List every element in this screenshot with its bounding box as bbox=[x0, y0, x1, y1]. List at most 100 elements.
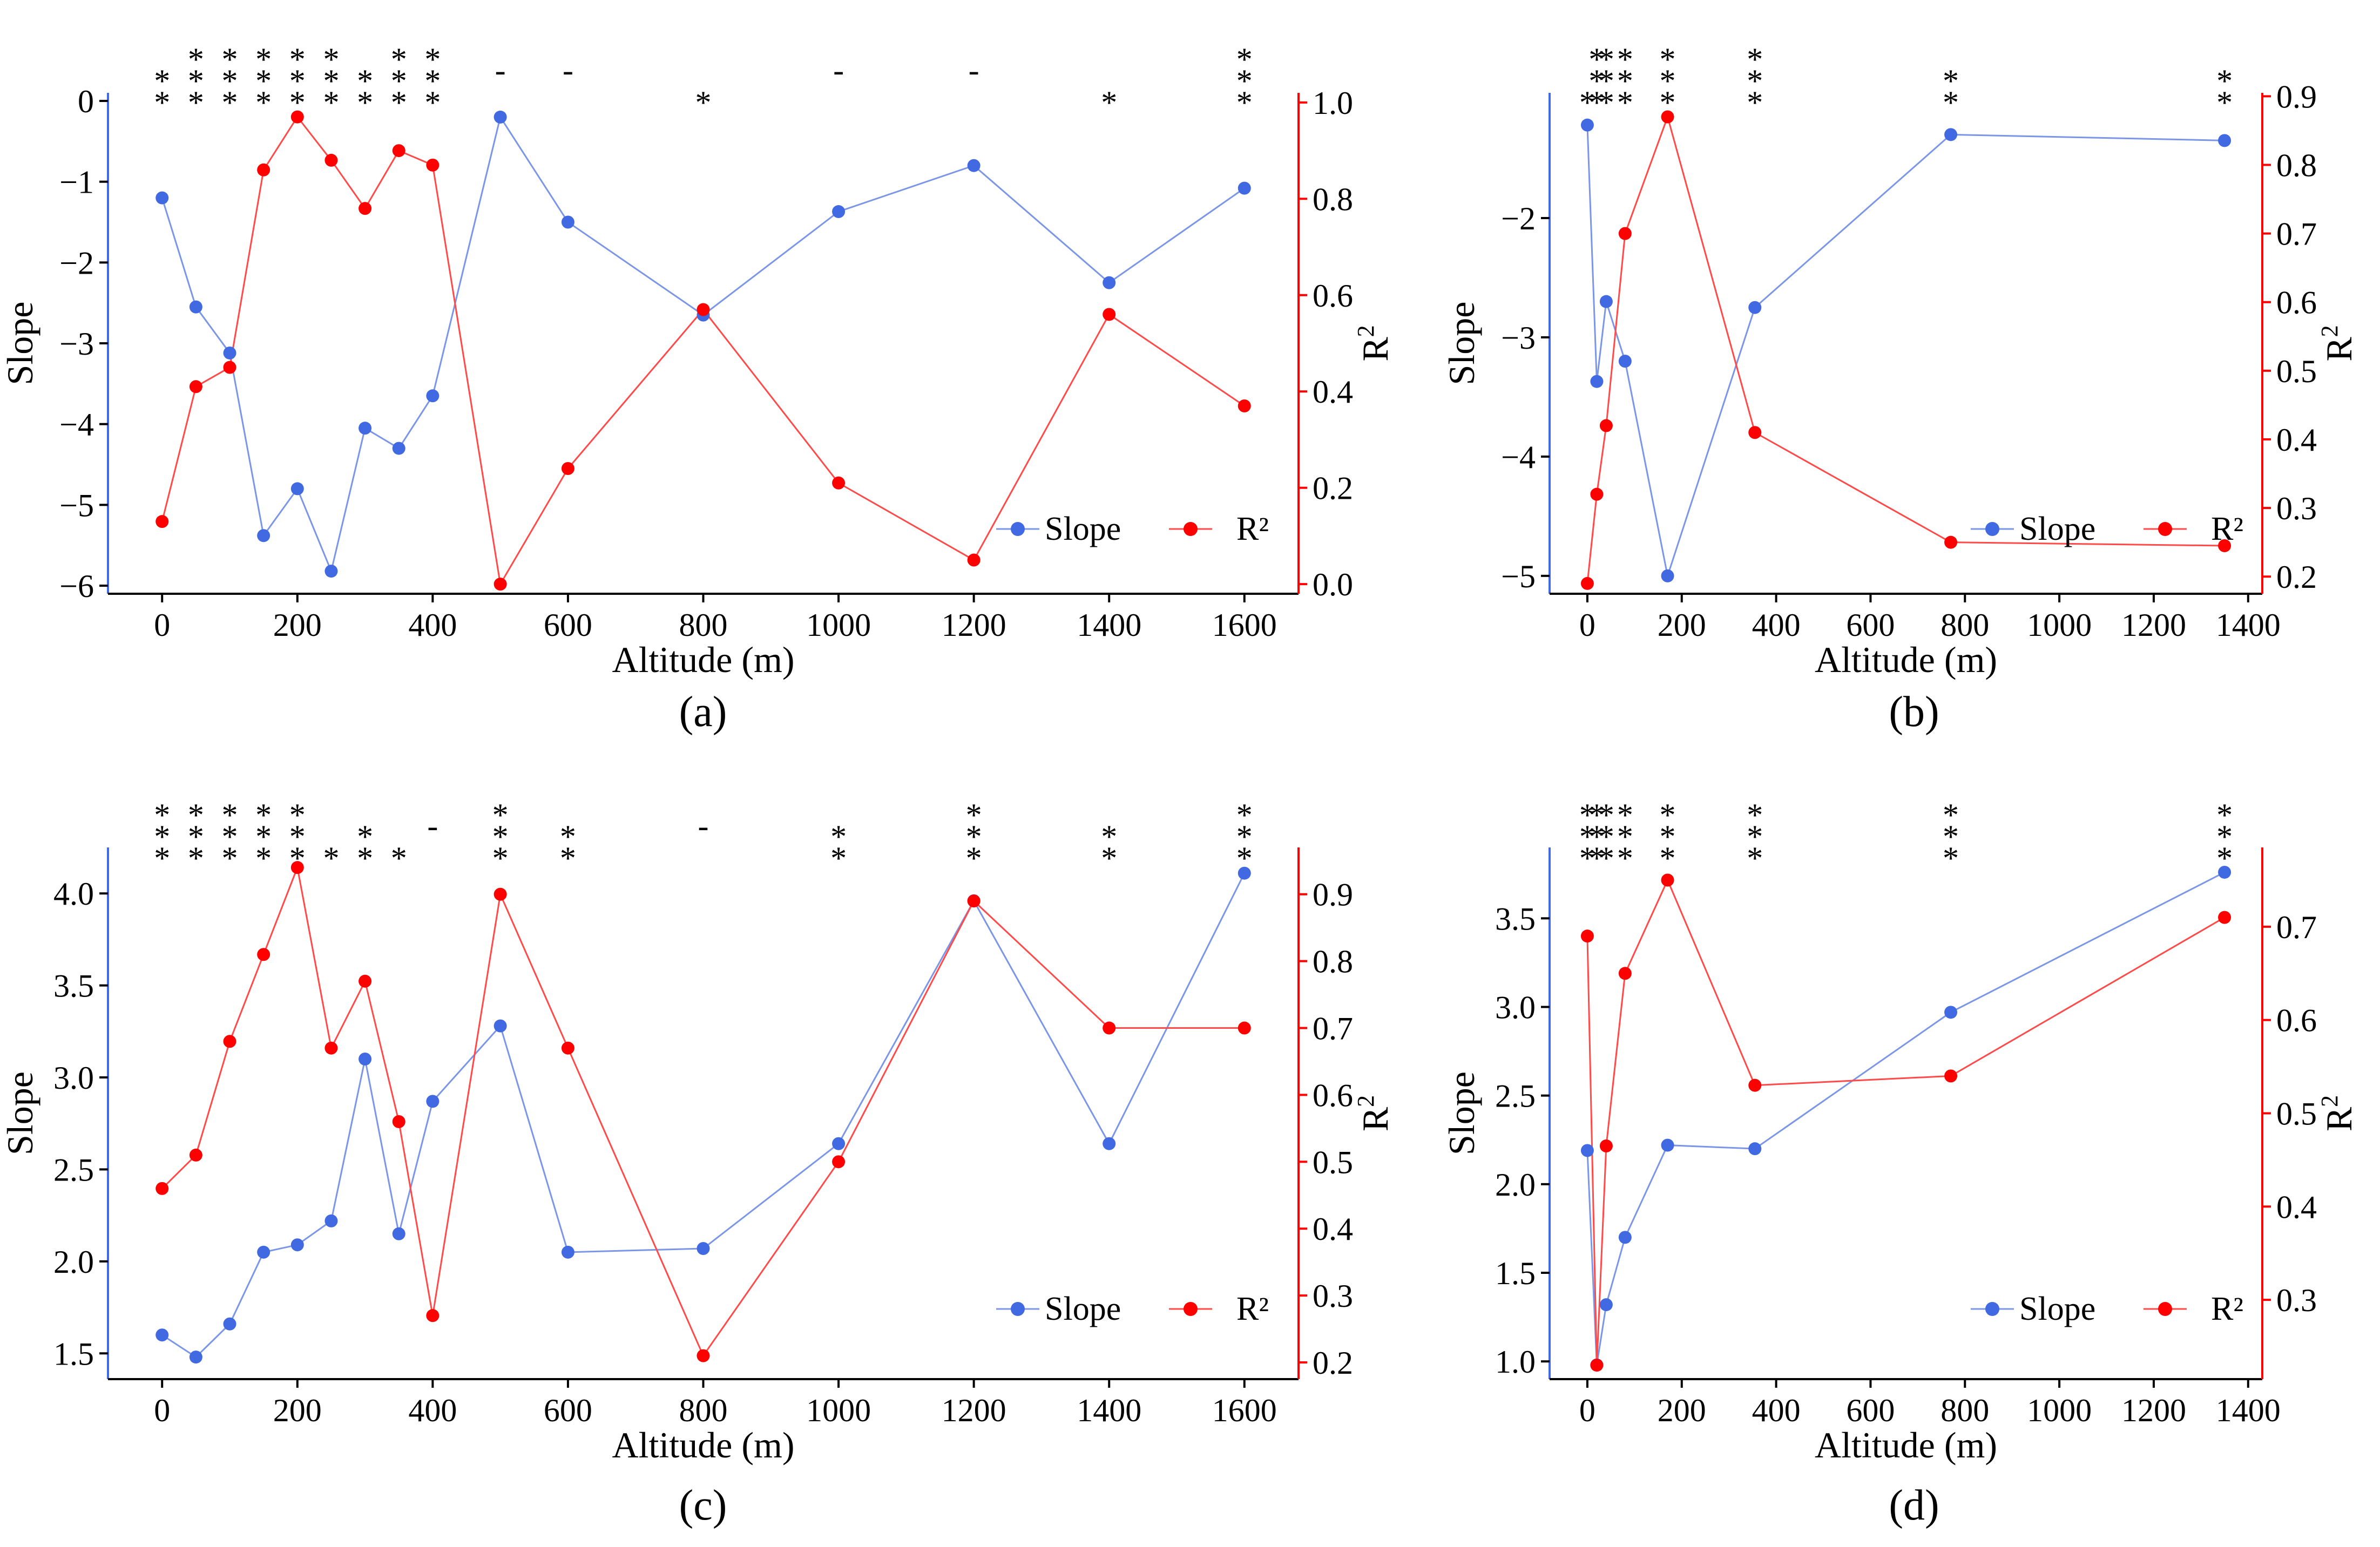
significance-star: * bbox=[2216, 840, 2233, 876]
x-tick-label: 800 bbox=[679, 1393, 728, 1428]
significance-mark: * * * bbox=[255, 42, 272, 120]
significance-star: * bbox=[2216, 63, 2233, 99]
slope-point bbox=[1580, 1144, 1594, 1157]
y2-tick-label: 0.2 bbox=[2276, 559, 2317, 595]
significance-mark: - bbox=[833, 52, 844, 88]
r2-series-line bbox=[161, 864, 1245, 1358]
slope-point bbox=[493, 110, 507, 124]
panel-label: (d) bbox=[1889, 1482, 1939, 1529]
significance-star: * bbox=[1236, 797, 1253, 833]
significance-mark: * * * bbox=[1588, 42, 1605, 120]
y2-tick-label: 0.7 bbox=[2276, 216, 2317, 252]
significance-star: * bbox=[492, 840, 509, 876]
significance-mark: - bbox=[969, 52, 979, 88]
significance-mark: * * * bbox=[1747, 797, 1763, 876]
x-tick-label: 1000 bbox=[2027, 1393, 2092, 1428]
y-tick-label: −4 bbox=[1501, 439, 1536, 475]
legend-slope-label: Slope bbox=[1045, 1291, 1121, 1327]
r2-series-line bbox=[1586, 114, 2225, 584]
significance-star: * bbox=[1579, 819, 1595, 854]
significance-star: * bbox=[1236, 840, 1253, 876]
y2-tick-label: 0.9 bbox=[1313, 877, 1353, 913]
y2-tick-label: 0.4 bbox=[1313, 1211, 1353, 1247]
significance-star: * bbox=[1747, 840, 1763, 876]
y2-tick-label: 0.6 bbox=[2276, 1003, 2317, 1039]
significance-star: * bbox=[492, 819, 509, 854]
y2-tick-label: 0.5 bbox=[2276, 354, 2317, 389]
y-tick-label: −3 bbox=[59, 326, 94, 362]
legend-r2-marker bbox=[1184, 522, 1198, 536]
slope-point bbox=[1618, 1231, 1632, 1244]
significance-mark: * * * bbox=[1236, 42, 1253, 120]
slope-point bbox=[1580, 118, 1594, 132]
y-tick-label: −4 bbox=[59, 407, 94, 443]
slope-point bbox=[155, 191, 169, 205]
significance-star: * bbox=[1579, 840, 1595, 876]
significance-mark: * * * bbox=[1236, 797, 1253, 876]
significance-star: * bbox=[1747, 63, 1763, 99]
x-axis-title: Altitude (m) bbox=[612, 639, 794, 680]
slope-point bbox=[1238, 866, 1251, 880]
x-tick-label: 0 bbox=[154, 1393, 170, 1428]
slope-point bbox=[324, 565, 338, 578]
r2-point bbox=[1580, 929, 1594, 943]
significance-mark: * bbox=[1101, 85, 1117, 120]
y2-axis-title-superscript: 2 bbox=[1353, 1095, 1379, 1107]
x-tick-label: 200 bbox=[273, 607, 322, 643]
slope-point bbox=[1590, 375, 1604, 388]
significance-mark: * * bbox=[830, 819, 847, 876]
r2-point bbox=[257, 163, 271, 177]
significance-mark: * * * bbox=[289, 42, 306, 120]
r2-point bbox=[324, 1041, 338, 1055]
x-tick-label: 1600 bbox=[1212, 607, 1277, 643]
significance-star: * bbox=[2216, 797, 2233, 833]
slope-point bbox=[223, 346, 236, 359]
significance-mark: * * bbox=[357, 819, 373, 876]
slope-point bbox=[1661, 569, 1674, 582]
significance-star: * bbox=[357, 85, 373, 120]
slope-point bbox=[561, 1245, 574, 1259]
r2-point bbox=[697, 303, 710, 316]
significance-star: * bbox=[560, 840, 576, 876]
significance-star: * bbox=[154, 63, 170, 99]
x-tick-label: 0 bbox=[1579, 607, 1595, 643]
significance-star: * bbox=[1588, 819, 1605, 854]
x-tick-label: 400 bbox=[408, 1393, 457, 1428]
y2-tick-label: 0.4 bbox=[2276, 422, 2317, 458]
r2-point bbox=[1580, 576, 1594, 590]
slope-point bbox=[1748, 1142, 1762, 1156]
slope-point bbox=[832, 1137, 846, 1150]
significance-star: * bbox=[560, 819, 576, 854]
significance-star: * bbox=[1617, 819, 1633, 854]
significance-star: * bbox=[222, 63, 238, 99]
r2-point bbox=[1661, 110, 1674, 124]
r2-point bbox=[967, 894, 981, 908]
significance-star: * bbox=[1660, 63, 1676, 99]
significance-star: * bbox=[289, 85, 306, 120]
y-tick-label: 1.0 bbox=[1495, 1344, 1536, 1380]
significance-star: * bbox=[1943, 797, 1959, 833]
r2-point bbox=[1944, 535, 1958, 549]
significance-star: * bbox=[830, 840, 847, 876]
y2-tick-label: 0.0 bbox=[1313, 567, 1353, 602]
significance-star: * bbox=[255, 819, 272, 854]
y2-tick-label: 0.5 bbox=[2276, 1096, 2317, 1132]
slope-point bbox=[189, 1351, 202, 1364]
significance-star: * bbox=[289, 42, 306, 77]
slope-series-line bbox=[161, 115, 1245, 574]
significance-star: * bbox=[2216, 819, 2233, 854]
significance-star: * bbox=[289, 797, 306, 833]
significance-star: * bbox=[1943, 840, 1959, 876]
x-tick-label: 1600 bbox=[1212, 1393, 1277, 1428]
significance-star: * bbox=[2216, 85, 2233, 120]
significance-mark: * * * bbox=[188, 42, 204, 120]
y2-tick-label: 0.5 bbox=[1313, 1144, 1353, 1180]
r2-point bbox=[392, 144, 405, 158]
x-tick-label: 1200 bbox=[2121, 1393, 2186, 1428]
significance-star: * bbox=[323, 840, 339, 876]
significance-star: * bbox=[1660, 85, 1676, 120]
y2-axis-title-superscript: 2 bbox=[1353, 325, 1379, 337]
slope-point bbox=[1944, 128, 1958, 141]
slope-point bbox=[2218, 865, 2232, 879]
significance-star: * bbox=[188, 840, 204, 876]
